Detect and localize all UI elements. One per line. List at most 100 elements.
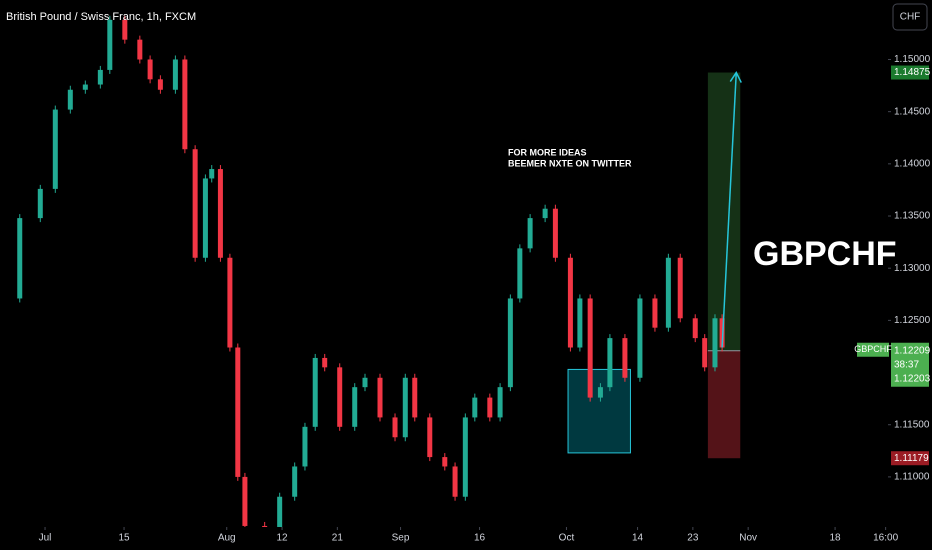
candle	[427, 417, 433, 458]
candle	[97, 69, 103, 85]
symbol-annotation: GBPCHF	[753, 235, 897, 273]
y-tick-label: 1.11500	[894, 419, 930, 430]
candle	[567, 257, 573, 348]
candle	[52, 109, 58, 189]
candle	[597, 387, 603, 398]
candle	[402, 377, 408, 438]
y-tick-label: 1.14000	[894, 158, 931, 169]
zone-box	[567, 368, 631, 454]
candle	[209, 169, 215, 179]
candle	[235, 347, 241, 477]
candle	[242, 476, 248, 526]
candle	[527, 218, 533, 249]
x-tick-label: Aug	[218, 533, 236, 544]
candle	[122, 19, 128, 40]
candle	[82, 84, 88, 90]
arrow-head	[729, 71, 742, 83]
x-tick-label: 18	[830, 533, 842, 544]
x-tick-label: 12	[276, 533, 288, 544]
candle	[472, 397, 478, 418]
y-tick-label: 1.13500	[894, 211, 931, 222]
annotation: BEEMER NXTE ON TWITTER	[508, 158, 632, 168]
candle	[497, 387, 503, 418]
price-label: 1.14875	[894, 67, 931, 78]
candle	[227, 257, 233, 348]
price-label: 1.11179	[894, 453, 929, 464]
candle	[702, 338, 708, 368]
x-tick-label: Sep	[392, 533, 410, 544]
candle	[157, 79, 163, 90]
stop-zone	[707, 350, 741, 459]
candle	[652, 298, 658, 328]
candle	[262, 525, 268, 527]
candle	[607, 338, 613, 388]
candle	[392, 417, 398, 438]
candle	[362, 377, 368, 388]
candle	[507, 298, 513, 388]
candle	[377, 377, 383, 418]
candle	[442, 457, 448, 467]
candle	[665, 257, 671, 328]
candle	[622, 338, 628, 378]
candle	[172, 59, 178, 90]
candle	[677, 257, 683, 319]
candle	[192, 149, 198, 258]
candle	[637, 298, 643, 378]
candle	[517, 248, 523, 299]
candle	[577, 298, 583, 348]
candle	[202, 178, 208, 258]
price-label: 1.12203	[894, 373, 931, 384]
candle	[352, 387, 358, 427]
candle	[67, 89, 73, 110]
price-label-box	[891, 65, 929, 80]
candle	[552, 208, 558, 258]
candle	[137, 39, 143, 60]
price-label-box	[891, 451, 929, 466]
candle	[107, 19, 113, 70]
x-tick-label: Jul	[39, 533, 52, 544]
candle	[302, 426, 308, 467]
candle	[692, 318, 698, 339]
candle	[182, 59, 188, 150]
candle	[312, 357, 318, 427]
candle	[17, 218, 23, 299]
x-tick-label: Oct	[559, 533, 575, 544]
x-tick-label: 15	[118, 533, 130, 544]
y-tick-label: 1.14500	[894, 106, 931, 117]
x-tick-label: 21	[332, 533, 344, 544]
chart-title: British Pound / Swiss Franc, 1h, FXCM	[6, 11, 196, 23]
candle	[542, 208, 548, 219]
candle	[487, 397, 493, 418]
x-tick-label: 16:00	[873, 533, 898, 544]
y-tick-label: 1.11000	[894, 472, 930, 483]
candle	[217, 169, 223, 258]
candle	[587, 298, 593, 398]
candle	[37, 188, 43, 219]
currency-button[interactable]	[892, 3, 928, 31]
countdown-label: 38:37	[894, 359, 919, 370]
x-tick-label: 16	[474, 533, 486, 544]
price-label: 1.12209	[894, 345, 931, 356]
currency-button-label[interactable]: CHF	[900, 12, 921, 23]
x-tick-label: Nov	[739, 533, 757, 544]
plot-area	[17, 15, 742, 527]
annotation: FOR MORE IDEAS	[508, 147, 587, 157]
candle	[147, 59, 153, 80]
y-tick-label: 1.12500	[894, 315, 931, 326]
symbol-tag-box	[857, 342, 889, 357]
x-tick-label: 23	[687, 533, 699, 544]
candle	[277, 496, 283, 527]
y-tick-label: 1.13000	[894, 263, 931, 274]
candle	[462, 417, 468, 497]
candle	[337, 367, 343, 427]
candle	[719, 318, 725, 348]
candle	[452, 466, 458, 497]
price-label-box	[891, 342, 929, 387]
x-tick-label: 14	[632, 533, 644, 544]
candle	[292, 466, 298, 497]
candle	[712, 318, 718, 368]
symbol-tag: GBPCHF	[854, 344, 892, 354]
projection-arrow	[721, 72, 738, 348]
